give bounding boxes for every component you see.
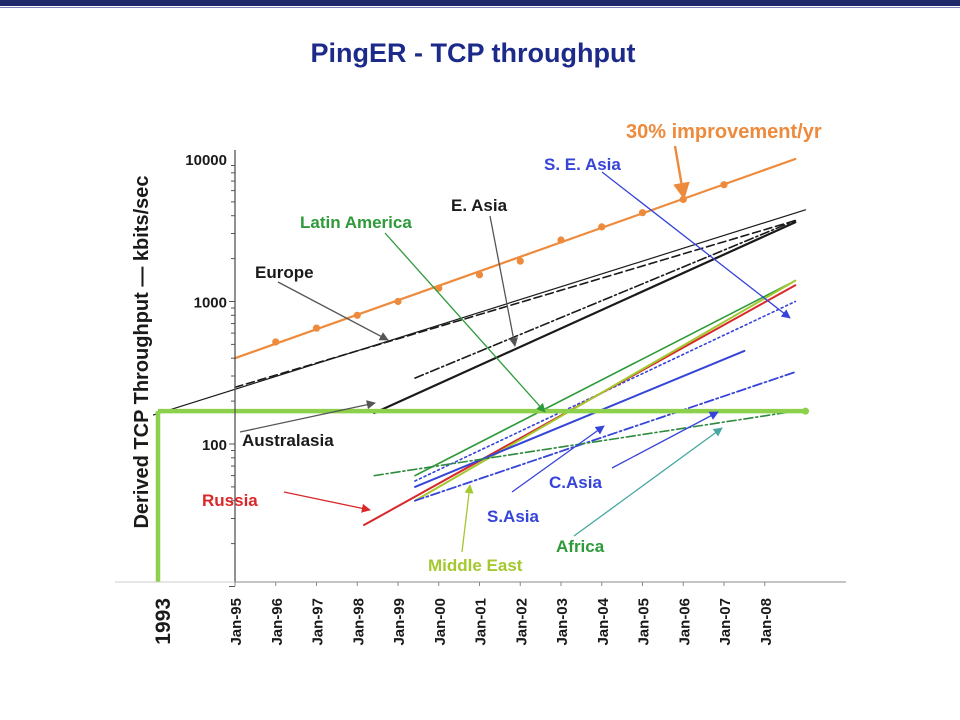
data-point	[638, 209, 647, 217]
x-tick-label: Jan-00	[432, 598, 449, 646]
arrow-africa	[573, 427, 723, 537]
annotation-e-asia: E. Asia	[451, 196, 508, 215]
arrow-middle-east	[461, 484, 474, 553]
series-line-e-asia	[414, 219, 797, 379]
data-point	[475, 271, 484, 279]
x-tick-label: Jan-98	[350, 598, 367, 646]
x-tick-label: Jan-05	[636, 598, 653, 646]
arrow-russia	[283, 491, 371, 513]
top-rule-thin	[0, 7, 960, 8]
x-tick-label: Jan-08	[758, 598, 775, 646]
x-tick-label: Jan-01	[473, 598, 490, 646]
y-tick-label: 1000	[194, 295, 227, 312]
series-line-middle-east	[413, 279, 797, 502]
annotation-s-asia: S.Asia	[487, 507, 540, 526]
data-point	[312, 324, 321, 332]
data-point	[598, 223, 606, 231]
x-tick-label: Jan-06	[676, 598, 693, 646]
data-point	[720, 181, 728, 189]
x-tick-label: Jan-97	[310, 598, 327, 646]
annotation-europe: Europe	[255, 263, 314, 282]
annotation-middle-east: Middle East	[428, 556, 523, 575]
x-tick-label: Jan-03	[554, 598, 571, 646]
series-line-reference	[152, 209, 807, 416]
x-tick-label: Jan-02	[513, 598, 530, 646]
arrow-australasia	[239, 400, 376, 433]
annotation-australasia: Australasia	[242, 431, 334, 450]
arrow-se-asia	[601, 171, 791, 319]
x-tick-label: Jan-99	[391, 598, 408, 646]
arrow-c-asia	[611, 411, 719, 469]
annotation-c-asia: C.Asia	[549, 473, 602, 492]
slide-title: PingER - TCP throughput	[310, 38, 636, 68]
data-point	[557, 236, 565, 244]
threshold-end-marker	[802, 407, 809, 415]
data-point	[272, 338, 280, 346]
data-point	[516, 257, 524, 265]
data-point	[394, 297, 402, 306]
series-line-s-asia	[413, 349, 746, 488]
annotation-russia: Russia	[202, 491, 258, 510]
y-tick-label: 100	[202, 437, 227, 454]
arrow-improvement	[673, 145, 690, 200]
annotation-improvement: 30% improvement/yr	[626, 121, 822, 143]
data-point	[435, 284, 443, 292]
arrow-s-asia	[511, 425, 605, 493]
annotation-se-asia: S. E. Asia	[544, 155, 621, 174]
series-line-30-improvement-yr	[233, 157, 797, 360]
x-tick-label: Jan-95	[228, 598, 245, 646]
y-tick-label: 10000	[185, 152, 227, 169]
series-line-australasia	[373, 221, 797, 415]
y-axis-label: Derived TCP Throughput — kbits/sec	[131, 175, 153, 528]
arrow-e-asia	[489, 215, 518, 347]
x-tick-label: Jan-07	[717, 598, 734, 646]
series-line-africa	[373, 410, 797, 477]
top-rule	[0, 0, 960, 6]
arrow-latin-america	[384, 232, 546, 413]
x-tick-label: Jan-04	[595, 597, 612, 645]
x-origin-label: 1993	[152, 598, 175, 645]
series-line-latin-america	[414, 279, 797, 477]
annotation-latin-america: Latin America	[300, 213, 412, 232]
series-line-c-asia	[414, 371, 797, 502]
x-tick-label: Jan-96	[269, 598, 286, 646]
arrow-europe	[277, 281, 389, 341]
annotation-africa: Africa	[556, 537, 605, 556]
data-point	[353, 311, 361, 319]
